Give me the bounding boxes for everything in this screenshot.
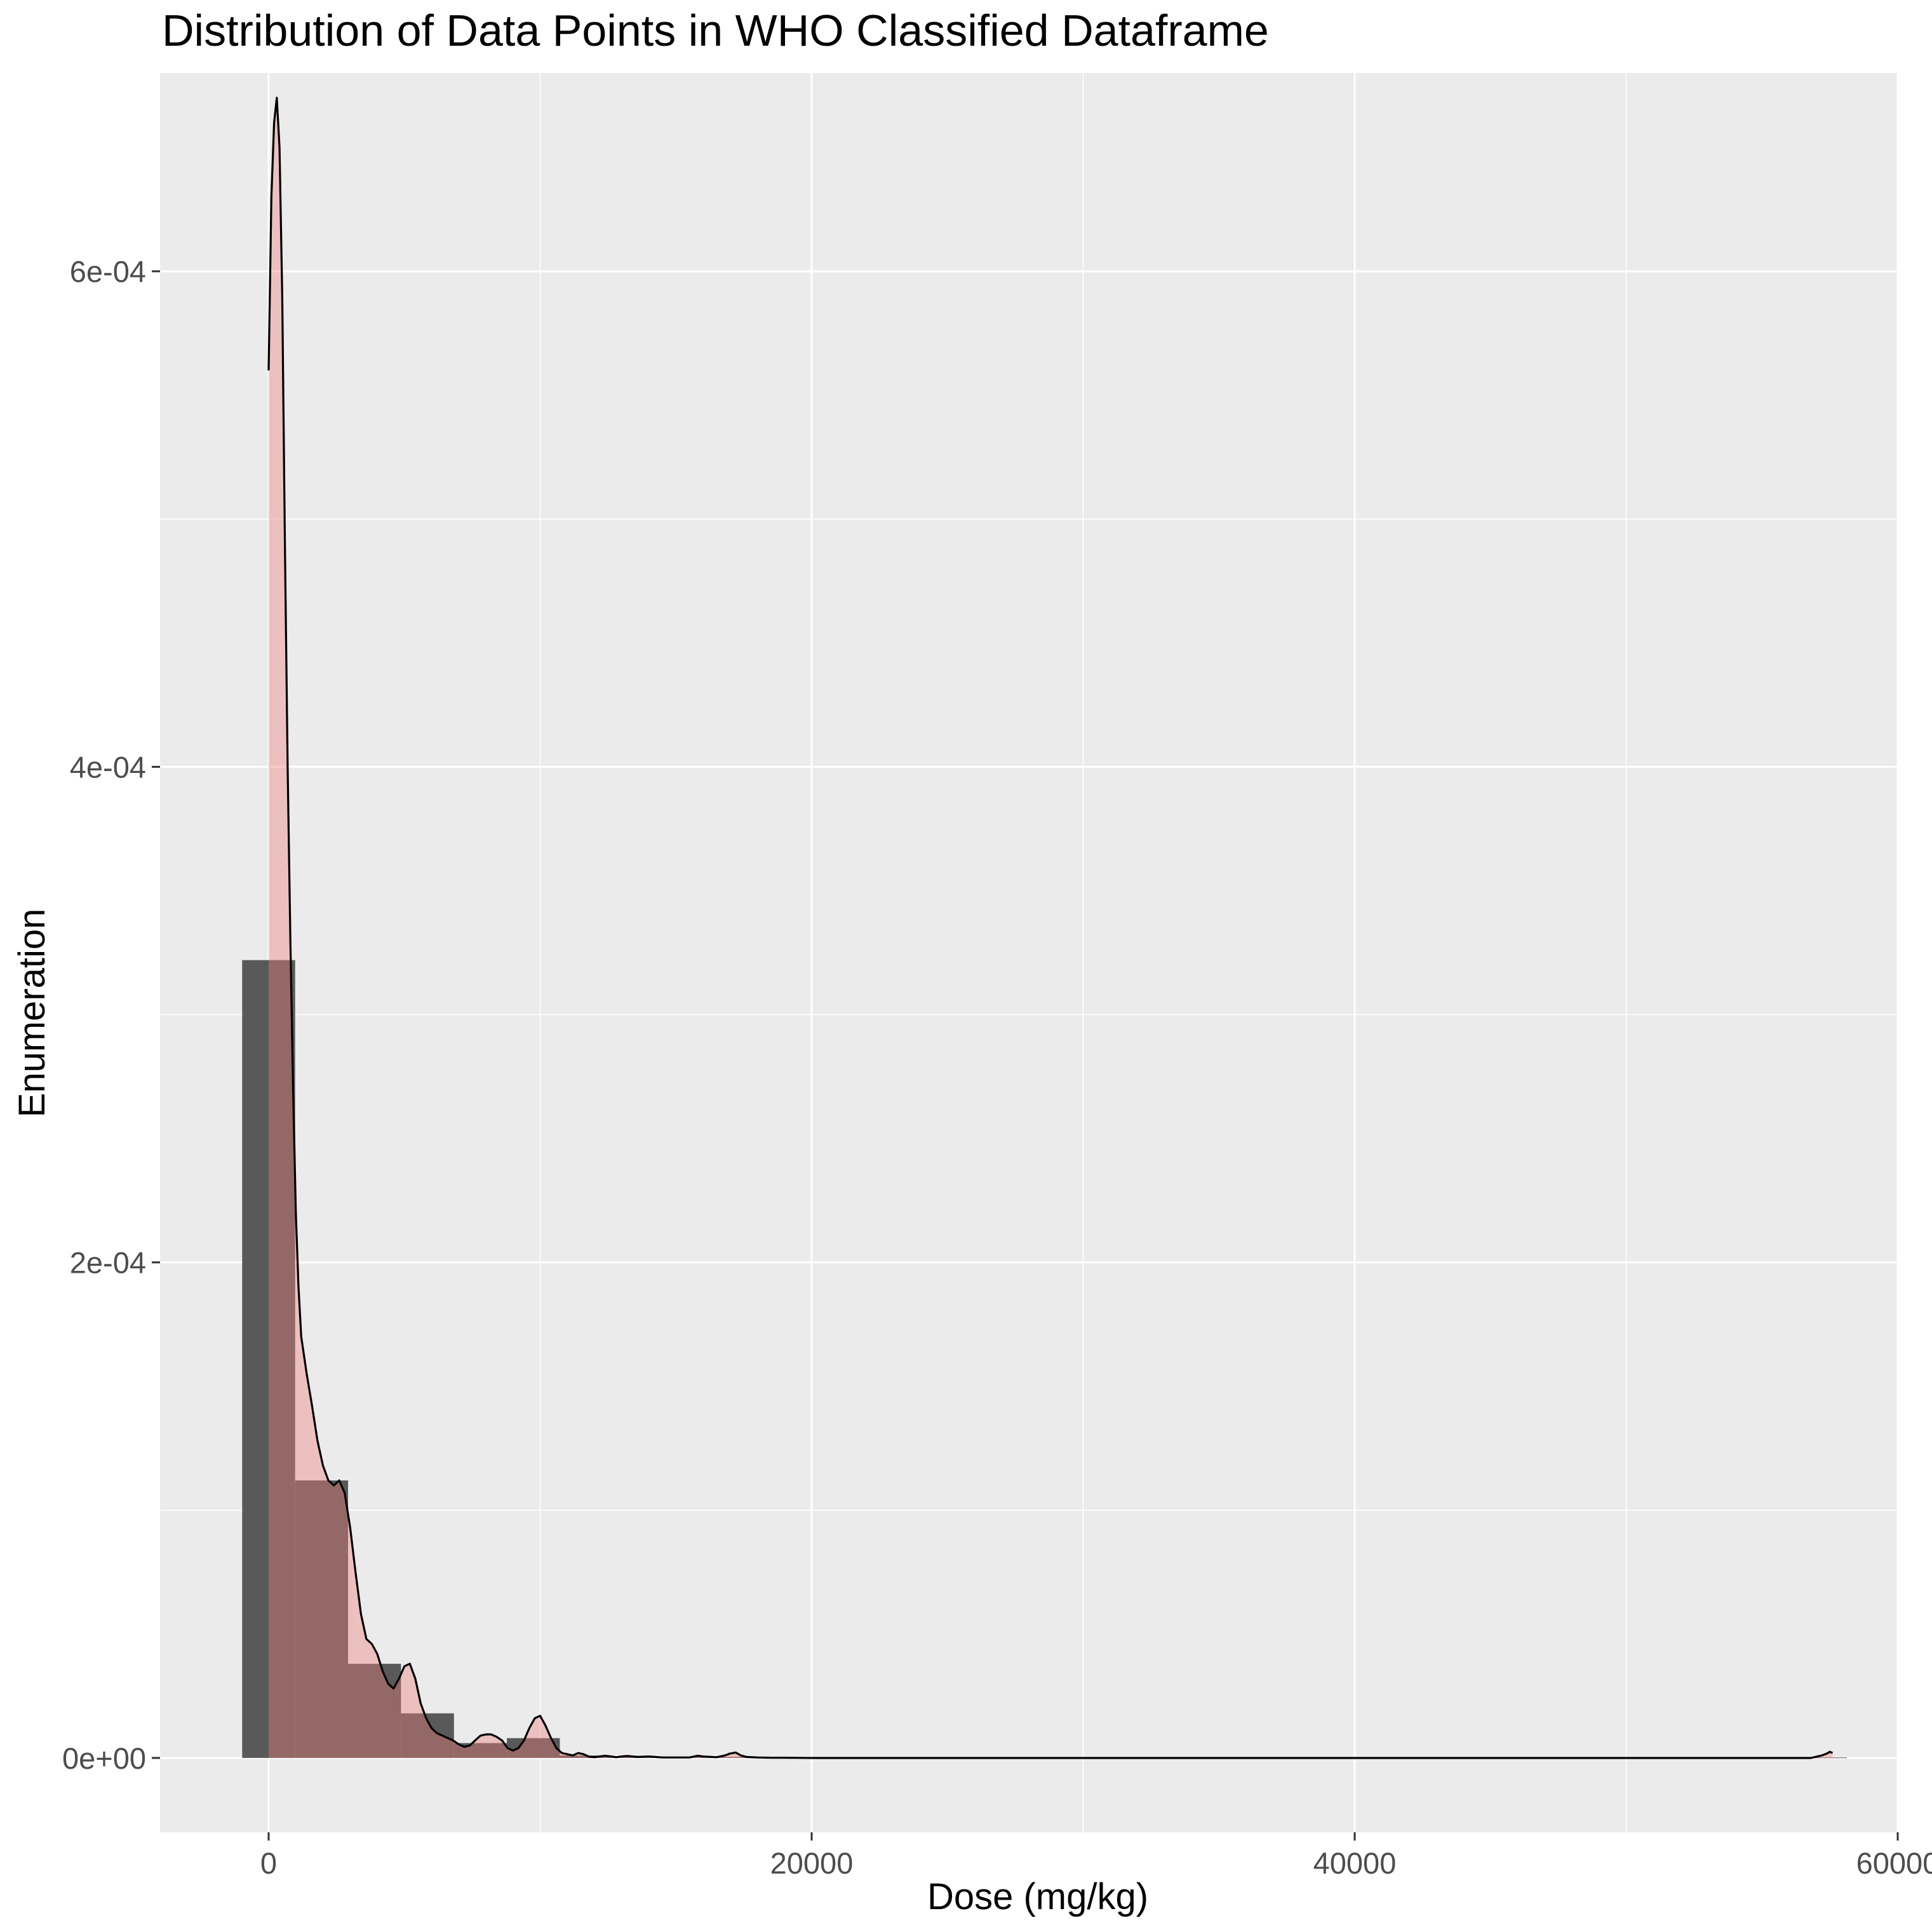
x-tick-label: 60000: [1856, 1846, 1932, 1880]
histogram-bar: [348, 1663, 401, 1758]
y-tick-label: 0e+00: [62, 1741, 146, 1775]
y-axis-title: Enumeration: [11, 909, 53, 1118]
x-tick-label: 20000: [770, 1846, 854, 1880]
histogram-bar: [295, 1480, 349, 1758]
y-tick-label: 6e-04: [70, 255, 146, 288]
chart-title: Distribution of Data Points in WHO Class…: [162, 6, 1269, 55]
histogram-bar: [1806, 1757, 1847, 1759]
x-tick-label: 0: [260, 1846, 277, 1880]
histogram-bar: [242, 960, 295, 1758]
x-axis-title: Dose (mg/kg): [927, 1876, 1148, 1917]
x-axis-ticks: 0 20000 40000 60000: [260, 1832, 1932, 1880]
y-tick-label: 2e-04: [70, 1246, 146, 1280]
histogram-bar: [507, 1738, 560, 1758]
y-axis-ticks: 0e+00 2e-04 4e-04 6e-04: [62, 255, 160, 1775]
y-tick-label: 4e-04: [70, 750, 146, 784]
x-tick-label: 40000: [1313, 1846, 1397, 1880]
histogram-bars: [242, 960, 1847, 1759]
plot-panel: [160, 73, 1898, 1832]
minor-gridlines: [160, 73, 1898, 1832]
density-curve: [267, 97, 1834, 1759]
histogram-bar: [560, 1755, 613, 1758]
